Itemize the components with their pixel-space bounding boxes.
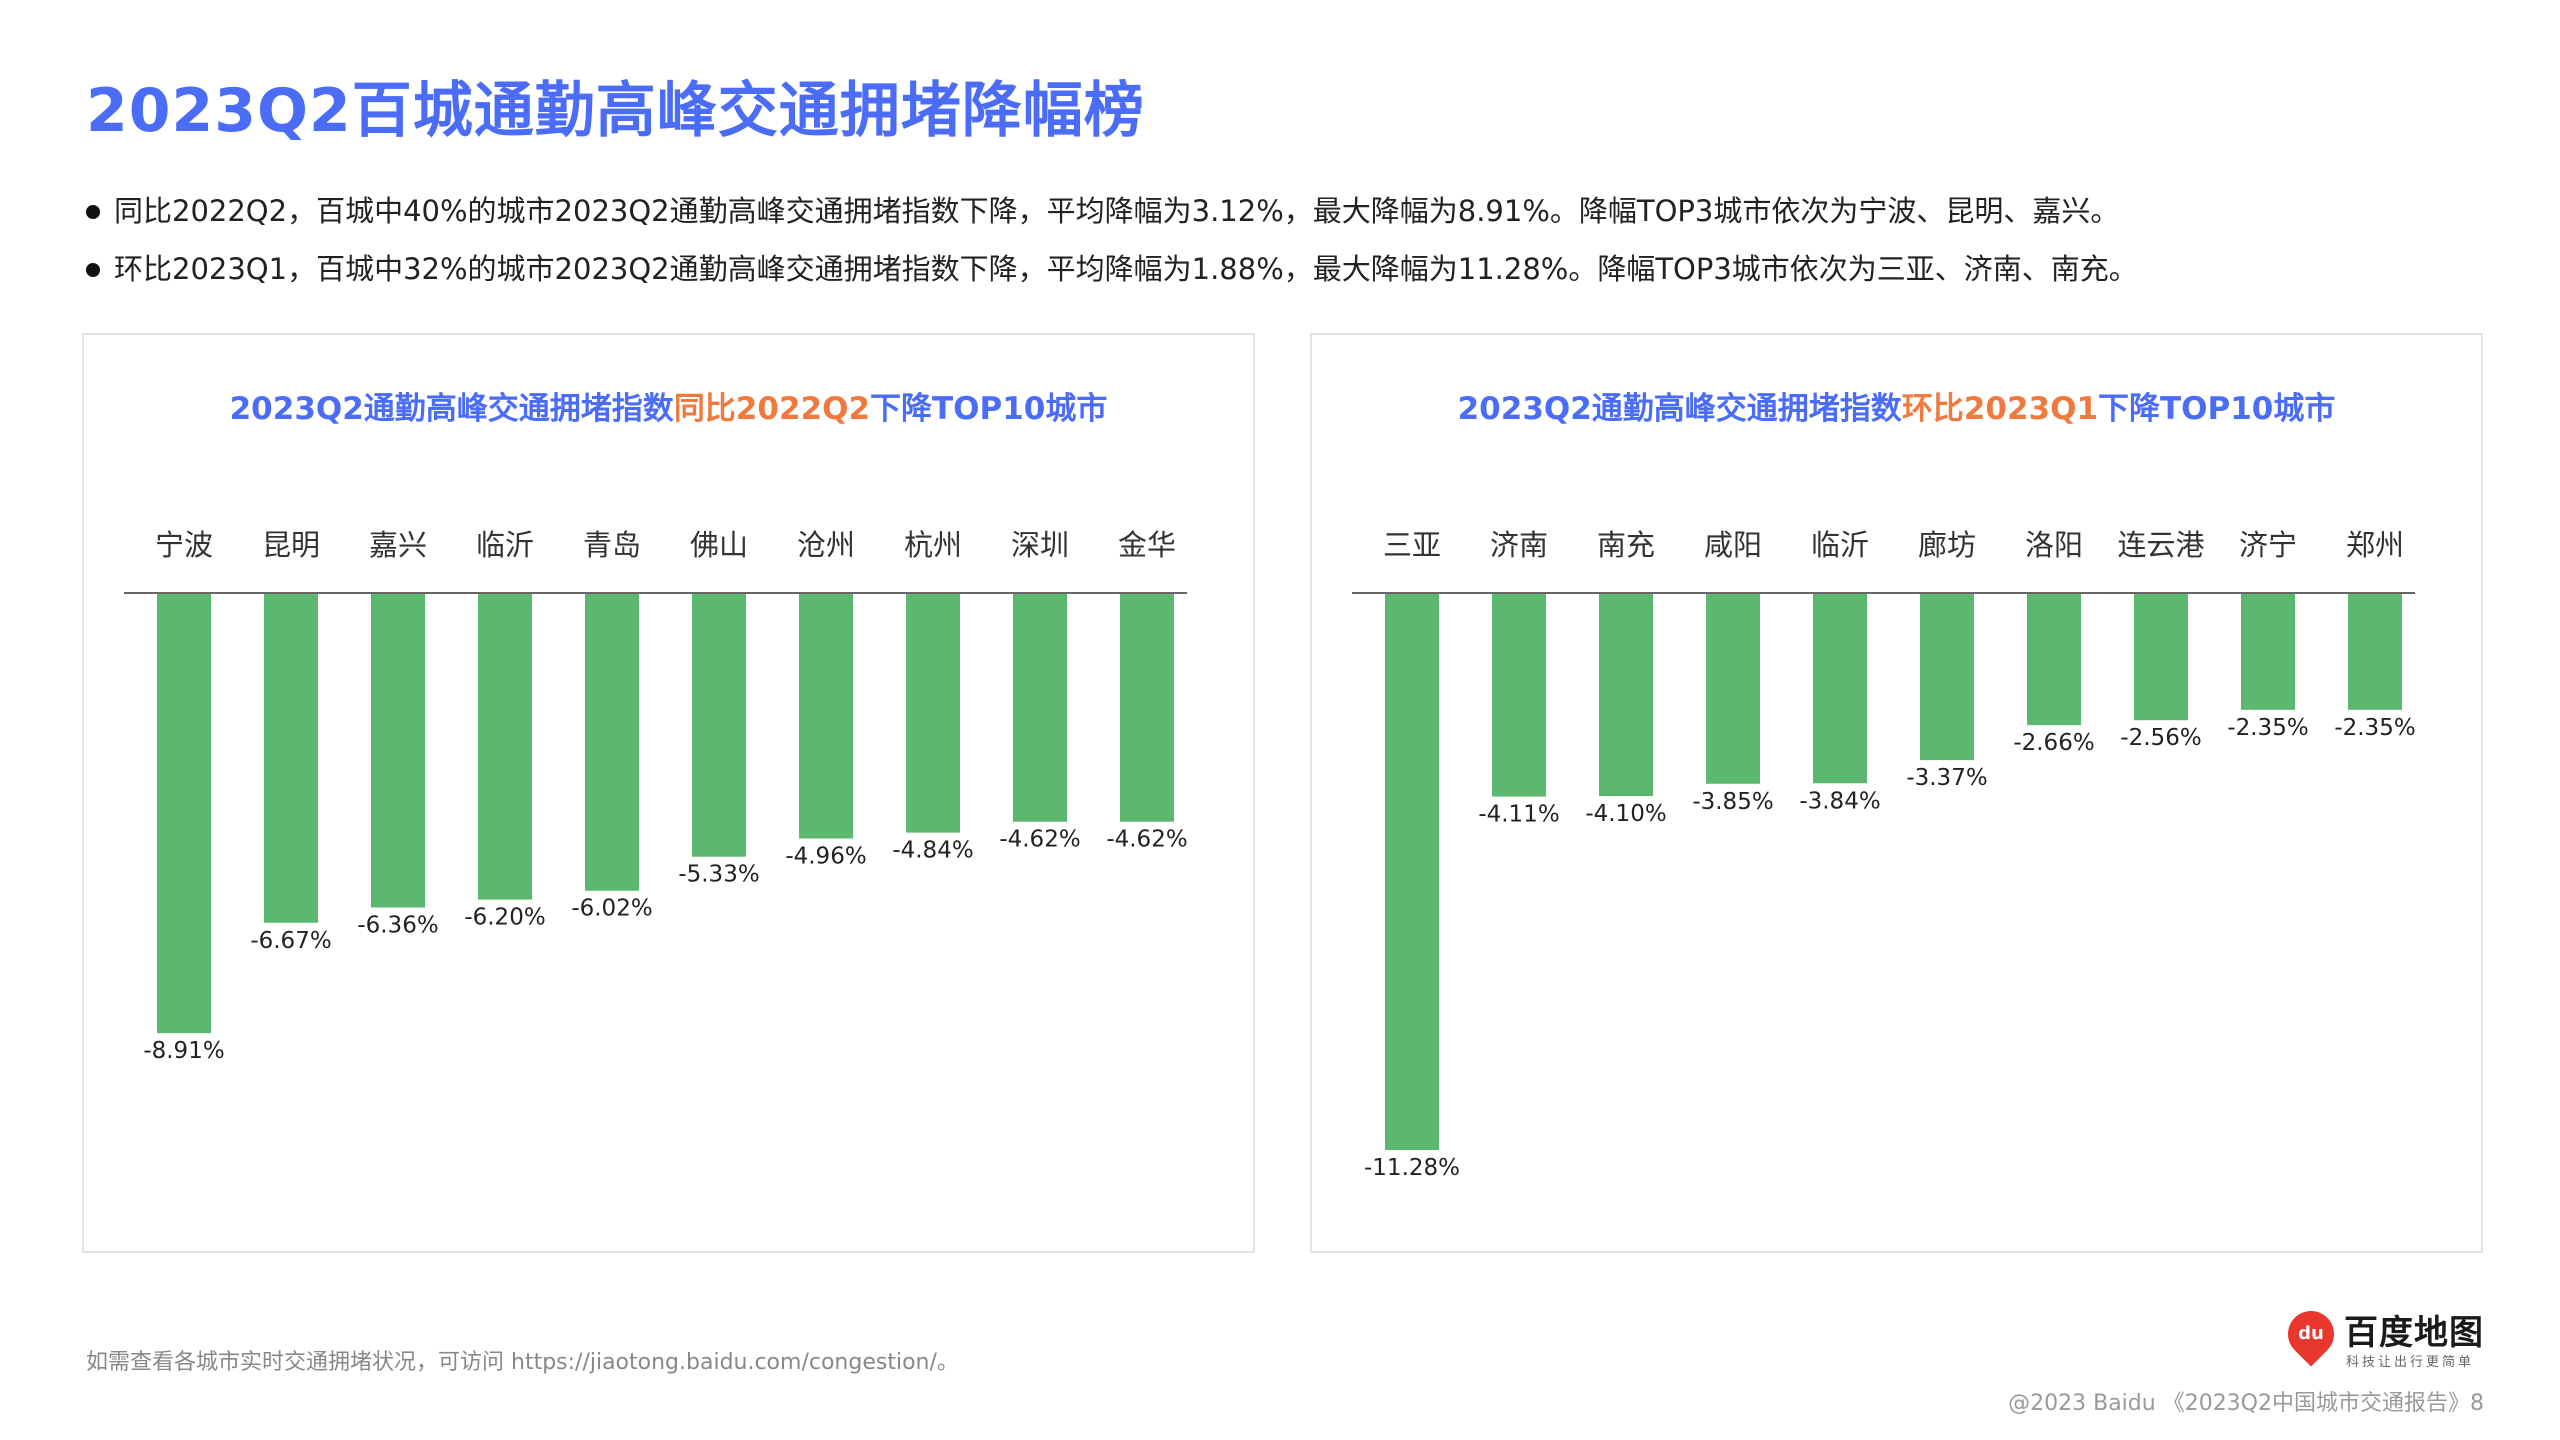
data-label: -6.20% (464, 905, 545, 931)
bar (799, 594, 853, 839)
bar (2241, 594, 2295, 710)
category-label: 深圳 (1011, 528, 1069, 562)
category-label: 嘉兴 (369, 528, 427, 562)
page-title: 2023Q2百城通勤高峰交通拥堵降幅榜 (86, 76, 1145, 146)
logo-icon-text: du (2298, 1323, 2324, 1344)
bar (906, 594, 960, 833)
bar (2027, 594, 2081, 726)
baidu-map-logo: du 百度地图 科技让出行更简单 (2278, 1301, 2488, 1371)
data-label: -2.56% (2120, 725, 2201, 751)
summary-bullets: 同比2022Q2，百城中40%的城市2023Q2通勤高峰交通拥堵指数下降，平均降… (86, 182, 2466, 298)
data-label: -6.02% (571, 896, 652, 922)
bar (371, 594, 425, 908)
category-label: 临沂 (1811, 528, 1869, 562)
chart-title-qoq-highlight: 环比2023Q1 (1901, 391, 2099, 427)
category-label: 宁波 (155, 528, 213, 562)
category-label: 郑州 (2346, 528, 2404, 562)
bar (1706, 594, 1760, 784)
bar (2134, 594, 2188, 721)
bar (1813, 594, 1867, 784)
bar (1385, 594, 1439, 1150)
logo-name: 百度地图 (2344, 1313, 2484, 1353)
category-label: 南充 (1597, 528, 1655, 562)
copyright: @2023 Baidu 《2023Q2中国城市交通报告》8 (2008, 1391, 2484, 1416)
category-label: 临沂 (476, 528, 534, 562)
data-label: -4.62% (1106, 827, 1187, 853)
data-label: -5.33% (678, 862, 759, 888)
chart-title-qoq-part1: 2023Q2通勤高峰交通拥堵指数 (1457, 391, 1902, 427)
category-label: 济宁 (2239, 528, 2297, 562)
data-label: -3.84% (1799, 788, 1880, 814)
chart-title-qoq: 2023Q2通勤高峰交通拥堵指数环比2023Q1下降TOP10城市 (1312, 383, 2481, 428)
data-label: -4.11% (1478, 802, 1559, 828)
category-label: 三亚 (1383, 528, 1441, 562)
bar (1492, 594, 1546, 797)
chart-title-yoy-part3: 下降TOP10城市 (870, 391, 1108, 427)
summary-bullet-yoy: 同比2022Q2，百城中40%的城市2023Q2通勤高峰交通拥堵指数下降，平均降… (86, 182, 2466, 240)
bar-chart-yoy: 宁波 -8.91% 昆明 -6.67% 嘉兴 -6.36% 临沂 -6.20% 青岛 -6.02%… (124, 528, 1188, 1064)
bar (2348, 594, 2402, 710)
data-label: -8.91% (143, 1038, 224, 1064)
data-label: -3.85% (1692, 789, 1773, 815)
bar-chart-qoq: 三亚 -11.28% 济南 -4.11% 南充 -4.10% 咸阳 -3.85% 临沂 -3.84… (1352, 528, 2416, 1181)
data-label: -2.35% (2334, 715, 2415, 741)
data-label: -2.35% (2227, 715, 2308, 741)
category-label: 昆明 (262, 528, 320, 562)
chart-panel-qoq: 2023Q2通勤高峰交通拥堵指数环比2023Q1下降TOP10城市 三亚 -11.… (1310, 333, 2483, 1253)
bar (585, 594, 639, 891)
category-label: 廊坊 (1918, 528, 1976, 562)
chart-panel-yoy: 2023Q2通勤高峰交通拥堵指数同比2022Q2下降TOP10城市 宁波 -8.9… (82, 333, 1255, 1253)
category-label: 沧州 (797, 528, 855, 562)
data-label: -6.36% (357, 912, 438, 938)
bar (1120, 594, 1174, 822)
bar (478, 594, 532, 900)
data-label: -2.66% (2013, 730, 2094, 756)
bar (1599, 594, 1653, 797)
chart-title-yoy: 2023Q2通勤高峰交通拥堵指数同比2022Q2下降TOP10城市 (84, 383, 1253, 428)
category-label: 洛阳 (2025, 528, 2083, 562)
data-label: -6.67% (250, 928, 331, 954)
category-label: 佛山 (690, 528, 748, 562)
chart-title-qoq-part3: 下降TOP10城市 (2098, 391, 2336, 427)
data-label: -4.84% (892, 838, 973, 864)
bar (1013, 594, 1067, 822)
bar (692, 594, 746, 857)
data-label: -3.37% (1906, 765, 1987, 791)
category-label: 咸阳 (1704, 528, 1762, 562)
footnote: 如需查看各城市实时交通拥堵状况，可访问 https://jiaotong.bai… (86, 1350, 959, 1375)
summary-bullet-qoq: 环比2023Q1，百城中32%的城市2023Q2通勤高峰交通拥堵指数下降，平均降… (86, 240, 2466, 298)
logo-tagline: 科技让出行更简单 (2346, 1355, 2475, 1370)
data-label: -4.10% (1585, 801, 1666, 827)
category-label: 青岛 (583, 528, 641, 562)
data-label: -11.28% (1364, 1155, 1460, 1181)
category-label: 连云港 (2117, 528, 2204, 562)
category-label: 杭州 (904, 528, 962, 562)
category-label: 金华 (1118, 528, 1176, 562)
bar (1920, 594, 1974, 761)
category-label: 济南 (1490, 528, 1548, 562)
bar (264, 594, 318, 923)
data-label: -4.62% (999, 827, 1080, 853)
chart-title-yoy-highlight: 同比2022Q2 (673, 391, 871, 427)
data-label: -4.96% (785, 843, 866, 869)
bar (157, 594, 211, 1034)
chart-title-yoy-part1: 2023Q2通勤高峰交通拥堵指数 (229, 391, 674, 427)
